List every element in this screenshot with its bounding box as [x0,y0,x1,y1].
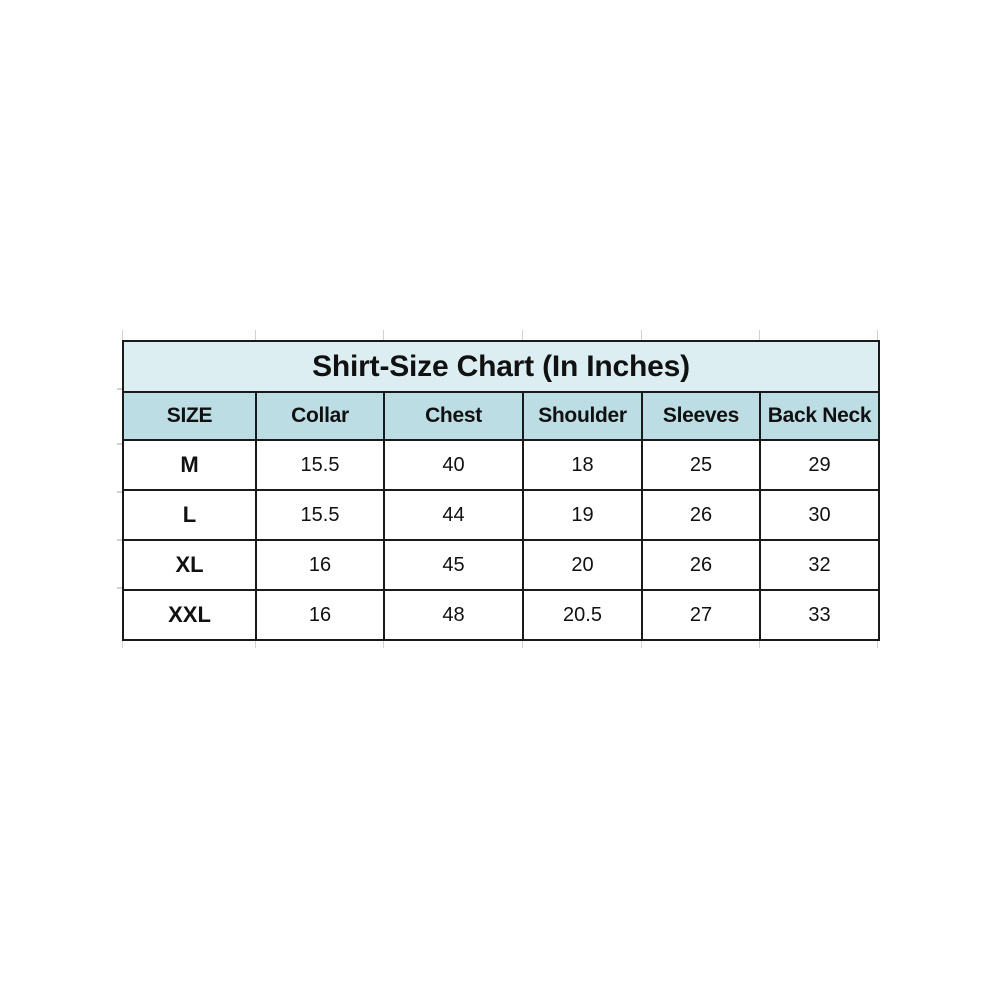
table-row: XL 16 45 20 26 32 [122,539,880,591]
cell-collar: 16 [255,589,385,641]
column-header-chest: Chest [383,391,524,441]
cell-shoulder: 20.5 [522,589,643,641]
column-header-collar: Collar [255,391,385,441]
table-row: L 15.5 44 19 26 30 [122,489,880,541]
cell-sleeves: 27 [641,589,761,641]
gridline-tick-top-7 [877,330,878,341]
gridline-tick-bottom-3 [383,638,384,648]
column-header-back-neck: Back Neck [759,391,880,441]
cell-shoulder: 19 [522,489,643,541]
cell-chest: 48 [383,589,524,641]
gridline-tick-bottom-1 [122,638,123,648]
gridline-tick-left-row-2 [117,443,123,445]
cell-collar: 15.5 [255,489,385,541]
cell-size: L [122,489,257,541]
gridline-tick-bottom-5 [641,638,642,648]
cell-collar: 16 [255,539,385,591]
chart-title: Shirt-Size Chart (In Inches) [122,340,880,393]
shirt-size-chart-table: Shirt-Size Chart (In Inches) SIZE Collar… [122,340,880,641]
gridline-tick-top-6 [759,330,760,341]
table-header-row: SIZE Collar Chest Shoulder Sleeves Back … [122,391,880,441]
gridline-tick-bottom-2 [255,638,256,648]
cell-shoulder: 20 [522,539,643,591]
cell-back-neck: 33 [759,589,880,641]
cell-size: XL [122,539,257,591]
column-header-sleeves: Sleeves [641,391,761,441]
column-header-size: SIZE [122,391,257,441]
gridline-tick-top-4 [522,330,523,341]
gridline-tick-bottom-4 [522,638,523,648]
cell-size: M [122,439,257,491]
cell-shoulder: 18 [522,439,643,491]
cell-size: XXL [122,589,257,641]
gridline-tick-left-row-3 [117,491,123,493]
column-header-shoulder: Shoulder [522,391,643,441]
gridline-tick-top-3 [383,330,384,341]
cell-chest: 45 [383,539,524,591]
cell-sleeves: 26 [641,489,761,541]
cell-sleeves: 25 [641,439,761,491]
cell-back-neck: 32 [759,539,880,591]
cell-collar: 15.5 [255,439,385,491]
gridline-tick-top-1 [122,330,123,341]
table-title-row: Shirt-Size Chart (In Inches) [122,340,880,393]
gridline-tick-bottom-6 [759,638,760,648]
gridline-tick-left-row-4 [117,539,123,541]
gridline-tick-top-5 [641,330,642,341]
cell-back-neck: 29 [759,439,880,491]
table-row: M 15.5 40 18 25 29 [122,439,880,491]
cell-back-neck: 30 [759,489,880,541]
gridline-tick-left-row-5 [117,587,123,589]
gridline-tick-top-2 [255,330,256,341]
table-row: XXL 16 48 20.5 27 33 [122,589,880,641]
cell-chest: 44 [383,489,524,541]
cell-sleeves: 26 [641,539,761,591]
cell-chest: 40 [383,439,524,491]
gridline-tick-bottom-7 [877,638,878,648]
gridline-tick-left-row-1 [117,388,123,390]
